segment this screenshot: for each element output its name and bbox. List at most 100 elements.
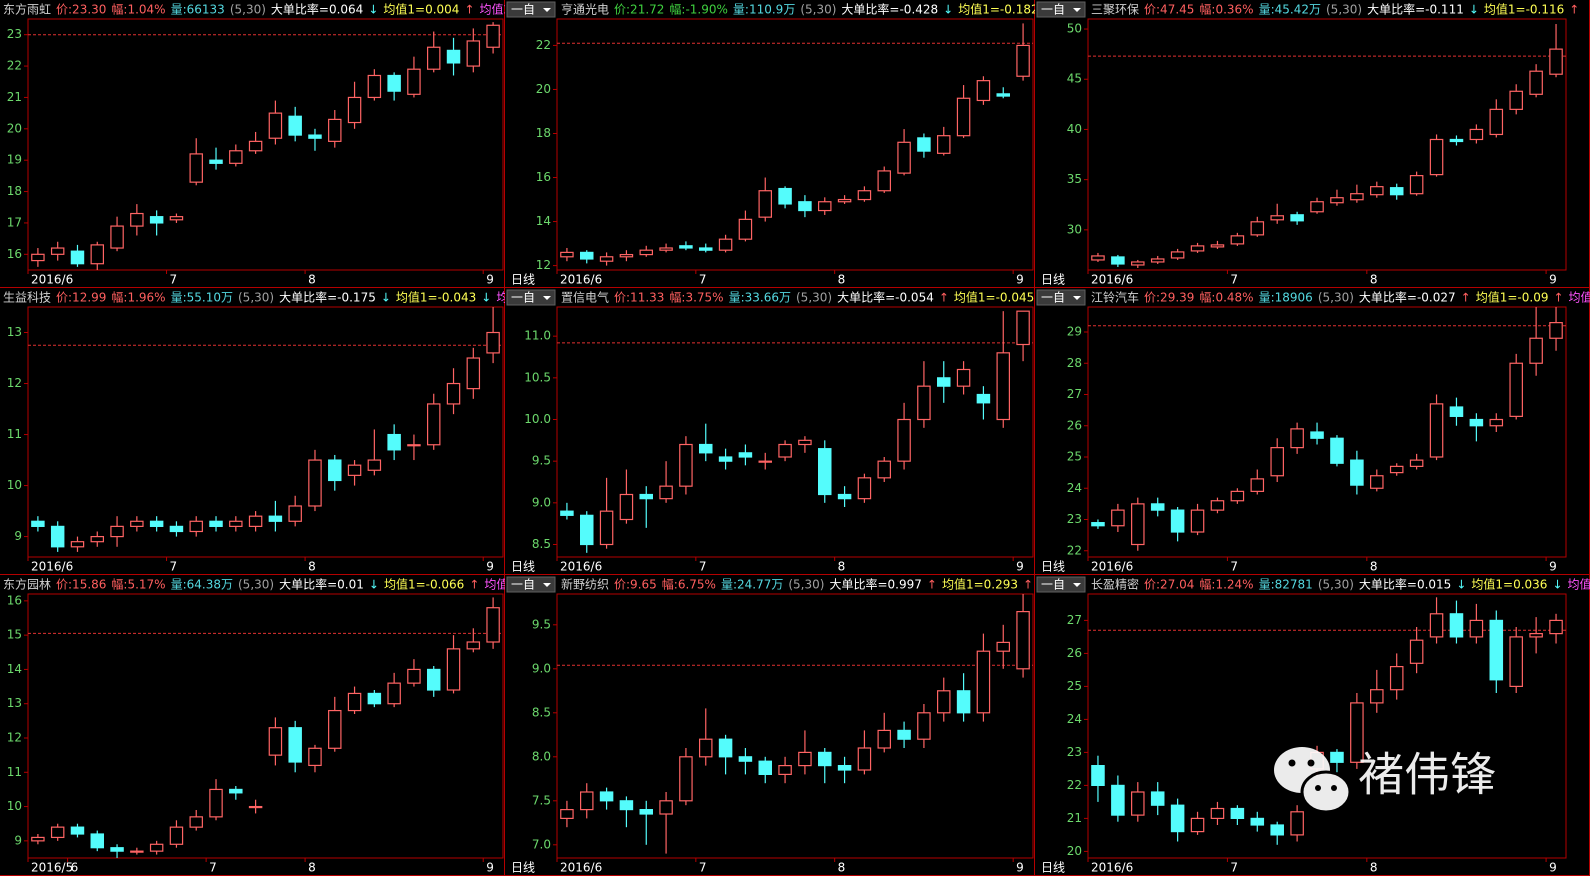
header-item: ↓: [369, 578, 379, 592]
candle-body: [70, 541, 85, 548]
y-tick-label: 28: [1067, 356, 1082, 370]
header-item: 价:29.39: [1144, 291, 1194, 305]
candle-body: [50, 525, 65, 548]
candle-body: [857, 477, 872, 500]
watermark-text: 褚伟锋: [1358, 748, 1496, 802]
period-button[interactable]: [506, 576, 556, 593]
plot-frame: [1087, 593, 1567, 859]
candle-body: [288, 727, 302, 763]
y-tick-label: 11: [7, 765, 22, 779]
header-item: 大单比率=0.064: [271, 2, 363, 17]
candle-body: [917, 385, 931, 421]
candle-body: [248, 515, 263, 527]
candle-body: [1350, 702, 1364, 763]
x-tick-label: 2016/6: [31, 273, 73, 287]
candle-body: [996, 352, 1010, 421]
candle-body: [1469, 418, 1484, 427]
candle-body: [1429, 403, 1444, 458]
candle-body: [1111, 784, 1125, 816]
header-item: 大单比率=0.997: [829, 577, 921, 592]
dropdown-arrow[interactable]: [543, 8, 551, 12]
candle-body: [619, 800, 634, 811]
candle-body: [347, 692, 362, 712]
header-item: 量:33.66万: [729, 291, 791, 305]
candle-body: [1409, 175, 1424, 195]
dropdown-arrow[interactable]: [1073, 296, 1081, 300]
period-button[interactable]: [1036, 289, 1086, 306]
header-item: 大单比率=-0.111: [1367, 2, 1464, 17]
y-tick-label: 22: [1067, 543, 1082, 557]
period-button-label[interactable]: 一自: [1041, 291, 1065, 305]
x-tick-label: 9: [1549, 560, 1557, 574]
y-tick-label: 12: [7, 731, 22, 745]
x-tick-label: 2016/6: [31, 560, 73, 574]
candle-body: [738, 452, 753, 458]
y-tick-label: 16: [536, 170, 551, 184]
header-item: (5,30): [1318, 578, 1354, 592]
y-tick-label: 16: [7, 247, 22, 261]
period-button[interactable]: [1036, 576, 1086, 593]
header-item: 量:82781: [1259, 578, 1313, 592]
candle-body: [996, 641, 1010, 652]
dropdown-arrow[interactable]: [1073, 583, 1081, 587]
candle-body: [407, 68, 421, 95]
candle-body: [229, 150, 243, 164]
candle-body: [90, 244, 105, 265]
period-button[interactable]: [506, 1, 556, 18]
candle-body: [367, 74, 382, 99]
dropdown-arrow[interactable]: [543, 296, 551, 300]
candle-body: [130, 850, 144, 853]
candle-body: [619, 493, 634, 521]
period-button-label[interactable]: 一自: [511, 291, 535, 305]
header-item: 均值2: [1568, 577, 1590, 592]
header-item: 均值1=-0.043: [396, 290, 476, 305]
candle-body: [619, 253, 634, 258]
header-item: 价:21.72: [614, 3, 664, 17]
plot-frame: [556, 18, 1034, 271]
candle-body: [1529, 337, 1543, 364]
header-item: ↑: [464, 3, 474, 17]
x-tick-label: 7: [699, 861, 707, 875]
chart-panel: 东方园林 价:15.86 幅:5.17% 量:64.38万 (5,30) 大单比率=0.0…: [0, 575, 505, 876]
y-tick-label: 26: [1067, 418, 1082, 432]
x-tick-label: 7: [1230, 273, 1238, 287]
header-item: (5,30): [800, 3, 836, 17]
candle-body: [659, 800, 673, 815]
period-button-label[interactable]: 一自: [511, 578, 535, 592]
candle-body: [718, 238, 733, 251]
plot-frame: [27, 593, 504, 859]
period-button[interactable]: [506, 289, 556, 306]
plot-frame: [27, 18, 504, 271]
candle-body: [110, 525, 124, 538]
period-button-label[interactable]: 一自: [1041, 3, 1065, 17]
y-tick-label: 12: [536, 258, 551, 272]
header-item: 均值1=-0.066: [384, 577, 464, 592]
candle-body: [229, 788, 243, 794]
candle-body: [837, 198, 852, 203]
dropdown-arrow[interactable]: [543, 583, 551, 587]
period-button[interactable]: [1036, 1, 1086, 18]
x-tick-label: 8: [838, 861, 846, 875]
header-item: ↓: [943, 3, 953, 17]
candle-body: [758, 460, 772, 463]
header-item: 大单比率=-0.428: [841, 2, 938, 17]
chart-panel: 一自 新野纺织 价:9.65 幅:6.75% 量:24.77万 (5,30) 大单比率=0.…: [505, 575, 1035, 876]
header-item: ↑: [1553, 291, 1563, 305]
candle-body: [1230, 490, 1245, 502]
header-item: 东方园林: [3, 577, 51, 592]
header-item: 量:64.38万: [171, 578, 233, 592]
header-item: 量:66133: [171, 3, 225, 17]
y-tick-label: 17: [7, 215, 22, 229]
candle-body: [328, 118, 342, 142]
header-item: 均值1=-0.182: [958, 2, 1038, 17]
period-button-label[interactable]: 一自: [1041, 578, 1065, 592]
y-tick-label: 10: [7, 478, 22, 492]
header-item: 量:18906: [1259, 291, 1313, 305]
header-item: 大单比率=0.015: [1359, 577, 1451, 592]
header-item: (5,30): [796, 291, 832, 305]
candle-body: [387, 682, 401, 705]
x-tick-label: 2016/6: [1091, 273, 1133, 287]
dropdown-arrow[interactable]: [1073, 8, 1081, 12]
candle-body: [1131, 503, 1145, 546]
period-button-label[interactable]: 一自: [511, 3, 535, 17]
